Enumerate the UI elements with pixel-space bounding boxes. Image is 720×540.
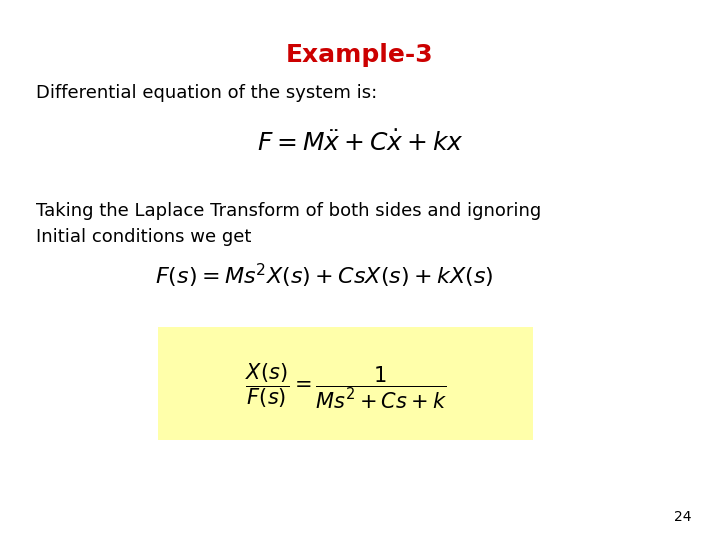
Text: Taking the Laplace Transform of both sides and ignoring
Initial conditions we ge: Taking the Laplace Transform of both sid… <box>36 202 541 246</box>
FancyBboxPatch shape <box>158 327 533 440</box>
Text: 24: 24 <box>674 510 691 524</box>
Text: Example-3: Example-3 <box>286 43 434 67</box>
Text: $F = M\ddot{x} + C\dot{x} + kx$: $F = M\ddot{x} + C\dot{x} + kx$ <box>257 130 463 156</box>
Text: $F(s) = Ms^{2}X(s) + CsX(s) + kX(s)$: $F(s) = Ms^{2}X(s) + CsX(s) + kX(s)$ <box>155 261 493 289</box>
Text: $\dfrac{X(s)}{F(s)} = \dfrac{1}{Ms^{2} + Cs + k}$: $\dfrac{X(s)}{F(s)} = \dfrac{1}{Ms^{2} +… <box>245 362 446 410</box>
Text: Differential equation of the system is:: Differential equation of the system is: <box>36 84 377 102</box>
